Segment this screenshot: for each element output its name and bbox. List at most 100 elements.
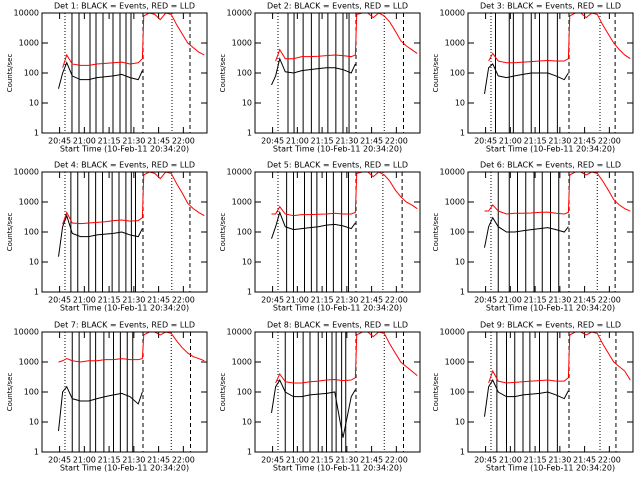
chart-title: Det 9: BLACK = Events, RED = LLD <box>480 321 621 330</box>
x-tick-label: 21:15 <box>311 456 334 465</box>
x-tick-label: 20:45 <box>261 137 284 146</box>
chart-title: Det 2: BLACK = Events, RED = LLD <box>267 2 408 11</box>
x-tick-label: 20:45 <box>48 296 71 305</box>
series-line <box>62 172 205 225</box>
x-tick-label: 22:00 <box>385 137 408 146</box>
x-tick-label: 21:00 <box>286 456 309 465</box>
x-axis-label: Start Time (10-Feb-11 20:34:20) <box>486 145 615 154</box>
y-tick-label: 10000 <box>14 328 39 337</box>
y-tick-label: 1 <box>460 129 465 138</box>
y-axis-label: Counts/sec <box>6 213 14 252</box>
x-tick-label: 21:30 <box>548 456 571 465</box>
chart-title: Det 7: BLACK = Events, RED = LLD <box>54 321 195 330</box>
y-tick-label: 100 <box>237 69 252 78</box>
x-tick-label: 20:45 <box>474 296 497 305</box>
x-tick-label: 21:30 <box>122 137 145 146</box>
y-tick-label: 100 <box>24 69 39 78</box>
y-tick-label: 1000 <box>445 358 465 367</box>
y-tick-label: 1000 <box>19 358 39 367</box>
y-tick-label: 100 <box>24 388 39 397</box>
y-tick-label: 1 <box>34 448 39 457</box>
y-tick-label: 10000 <box>440 9 465 18</box>
chart-title: Det 6: BLACK = Events, RED = LLD <box>480 161 621 170</box>
x-tick-label: 21:00 <box>286 137 309 146</box>
x-tick-label: 20:45 <box>48 456 71 465</box>
x-tick-label: 21:45 <box>360 137 383 146</box>
x-tick-label: 21:30 <box>122 456 145 465</box>
y-tick-label: 10000 <box>14 9 39 18</box>
y-tick-label: 10 <box>29 99 39 108</box>
series-line <box>484 379 569 417</box>
y-tick-label: 100 <box>237 388 252 397</box>
x-tick-label: 21:00 <box>73 456 96 465</box>
y-axis-label: Counts/sec <box>6 54 14 93</box>
x-axis-label: Start Time (10-Feb-11 20:34:20) <box>486 464 615 473</box>
y-tick-label: 1000 <box>445 39 465 48</box>
y-tick-label: 1000 <box>19 39 39 48</box>
y-tick-label: 1000 <box>232 39 252 48</box>
y-tick-label: 10 <box>242 418 252 427</box>
y-tick-label: 1000 <box>445 198 465 207</box>
series-line <box>275 332 418 384</box>
x-tick-label: 20:45 <box>474 456 497 465</box>
x-tick-label: 21:45 <box>360 456 383 465</box>
series-line <box>271 379 356 438</box>
y-tick-label: 1 <box>34 129 39 138</box>
plot-frame <box>41 331 208 453</box>
chart-title: Det 3: BLACK = Events, RED = LLD <box>480 2 621 11</box>
y-axis-label: Counts/sec <box>219 54 227 93</box>
y-tick-label: 10000 <box>227 168 252 177</box>
x-axis-label: Start Time (10-Feb-11 20:34:20) <box>273 464 402 473</box>
y-tick-label: 10000 <box>440 328 465 337</box>
plot-frame <box>467 171 634 293</box>
series-line <box>58 61 143 89</box>
series-line <box>58 332 205 363</box>
plot-frame <box>254 12 421 134</box>
y-axis-label: Counts/sec <box>432 373 440 412</box>
x-tick-label: 21:00 <box>73 296 96 305</box>
y-tick-label: 10 <box>455 258 465 267</box>
series-line <box>58 214 143 257</box>
series-line <box>484 216 569 248</box>
y-tick-label: 10000 <box>14 168 39 177</box>
x-tick-label: 21:00 <box>499 137 522 146</box>
series-line <box>484 172 631 215</box>
series-line <box>271 57 356 86</box>
x-tick-label: 21:45 <box>573 296 596 305</box>
plot-frame <box>254 331 421 453</box>
x-tick-label: 21:30 <box>122 296 145 305</box>
x-axis-label: Start Time (10-Feb-11 20:34:20) <box>273 304 402 313</box>
y-tick-label: 1 <box>460 288 465 297</box>
series-line <box>271 210 356 239</box>
plot-frame <box>467 12 634 134</box>
series-line <box>488 332 631 384</box>
x-tick-label: 21:00 <box>73 137 96 146</box>
y-tick-label: 10 <box>455 418 465 427</box>
x-tick-label: 21:30 <box>548 137 571 146</box>
y-axis-label: Counts/sec <box>432 54 440 93</box>
series-line <box>58 385 143 432</box>
x-tick-label: 21:45 <box>147 296 170 305</box>
x-tick-label: 21:30 <box>335 296 358 305</box>
x-tick-label: 21:45 <box>147 456 170 465</box>
x-tick-label: 21:45 <box>573 456 596 465</box>
x-tick-label: 22:00 <box>598 296 621 305</box>
x-tick-label: 21:45 <box>147 137 170 146</box>
x-tick-label: 20:45 <box>261 296 284 305</box>
x-axis-label: Start Time (10-Feb-11 20:34:20) <box>486 304 615 313</box>
x-tick-label: 21:15 <box>311 296 334 305</box>
y-axis-label: Counts/sec <box>6 373 14 412</box>
x-tick-label: 20:45 <box>474 137 497 146</box>
y-tick-label: 10 <box>242 258 252 267</box>
y-tick-label: 10000 <box>227 9 252 18</box>
y-tick-label: 10 <box>242 99 252 108</box>
x-tick-label: 21:30 <box>335 456 358 465</box>
plot-frame <box>41 12 208 134</box>
y-tick-label: 10 <box>455 99 465 108</box>
chart-title: Det 8: BLACK = Events, RED = LLD <box>267 321 408 330</box>
x-tick-label: 21:15 <box>311 137 334 146</box>
y-tick-label: 10 <box>29 418 39 427</box>
series-line <box>62 13 205 68</box>
chart-title: Det 5: BLACK = Events, RED = LLD <box>267 161 408 170</box>
x-tick-label: 22:00 <box>385 456 408 465</box>
